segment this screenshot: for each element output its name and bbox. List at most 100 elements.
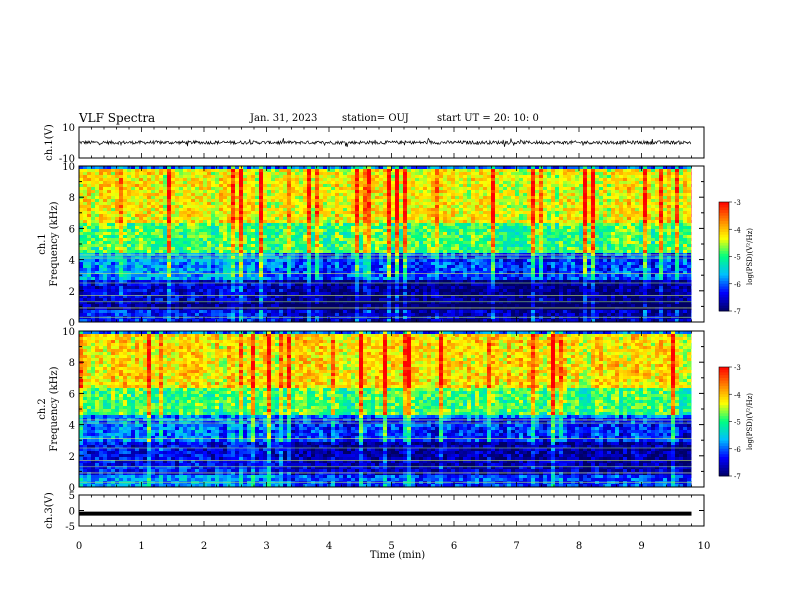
spectrogram-cell (111, 196, 116, 200)
spectrogram-cell (351, 262, 356, 266)
spectrogram-cell (287, 190, 292, 194)
spectrogram-cell (187, 172, 192, 176)
spectrogram-cell (151, 280, 156, 284)
spectrogram-cell (255, 295, 260, 299)
spectrogram-cell (183, 304, 188, 308)
spectrogram-cell (107, 304, 112, 308)
spectrogram-cell (223, 277, 228, 281)
spectrogram-cell (227, 307, 232, 311)
spectrogram-cell (191, 223, 196, 227)
spectrogram-cell (111, 169, 116, 173)
spectrogram-cell (427, 283, 432, 287)
spectrogram-cell (339, 205, 344, 209)
spectrogram-cell (171, 187, 176, 191)
spectrogram-cell (139, 262, 144, 266)
spectrogram-cell (351, 187, 356, 191)
spectrogram-cell (251, 172, 256, 176)
spectrogram-cell (367, 193, 372, 197)
spectrogram-cell (307, 319, 312, 323)
spectrogram-cell (199, 301, 204, 305)
spectrogram-cell (403, 289, 408, 293)
spectrogram-cell (411, 208, 416, 212)
spectrogram-cell (191, 202, 196, 206)
spectrogram-cell (187, 274, 192, 278)
spectrogram-cell (299, 259, 304, 263)
spectrogram-cell (295, 199, 300, 203)
spectrogram-cell (95, 268, 100, 272)
spectrogram-cell (267, 238, 272, 242)
spectrogram-cell (203, 178, 208, 182)
spectrogram-cell (147, 292, 152, 296)
spectrogram-cell (271, 289, 276, 293)
spectrogram-cell (275, 166, 280, 170)
spectrogram-cell (251, 286, 256, 290)
spectrogram-cell (439, 280, 444, 284)
spectrogram-cell (339, 301, 344, 305)
spectrogram-cell (323, 274, 328, 278)
spectrogram-cell (171, 211, 176, 215)
spectrogram-cell (331, 193, 336, 197)
spectrogram-cell (179, 220, 184, 224)
spectrogram-cell (351, 208, 356, 212)
spectrogram-cell (315, 175, 320, 179)
spectrogram-cell (159, 226, 164, 230)
spectrogram-cell (207, 190, 212, 194)
spectrogram-cell (375, 241, 380, 245)
spectrogram-cell (111, 262, 116, 266)
spectrogram-cell (275, 208, 280, 212)
spectrogram-cell (79, 166, 84, 170)
spectrogram-cell (447, 310, 452, 314)
spectrogram-cell (295, 166, 300, 170)
spectrogram-cell (207, 193, 212, 197)
spectrogram-cell (195, 238, 200, 242)
spectrogram-cell (451, 205, 456, 209)
spectrogram-cell (431, 169, 436, 173)
spectrogram-cell (307, 169, 312, 173)
spectrogram-cell (107, 244, 112, 248)
spectrogram-cell (391, 223, 396, 227)
spectrogram-cell (255, 247, 260, 251)
spectrogram-cell (243, 187, 248, 191)
spectrogram-cell (167, 184, 172, 188)
spectrogram-cell (375, 217, 380, 221)
spectrogram-cell (347, 262, 352, 266)
spectrogram-cell (215, 259, 220, 263)
spectrogram-cell (99, 250, 104, 254)
spectrogram-cell (383, 265, 388, 269)
spectrogram-cell (191, 247, 196, 251)
spectrogram-cell (347, 175, 352, 179)
spectrogram-cell (83, 205, 88, 209)
spectrogram-cell (395, 211, 400, 215)
spectrogram-cell (127, 274, 132, 278)
spectrogram-cell (179, 205, 184, 209)
spectrogram-cell (371, 274, 376, 278)
spectrogram-cell (263, 175, 268, 179)
spectrogram-cell (155, 265, 160, 269)
spectrogram-cell (139, 295, 144, 299)
spectrogram-cell (191, 304, 196, 308)
spectrogram-cell (251, 274, 256, 278)
spectrogram-cell (107, 247, 112, 251)
spectrogram-cell (223, 199, 228, 203)
spectrogram-cell (271, 274, 276, 278)
spectrogram-cell (287, 274, 292, 278)
spectrogram-cell (443, 166, 448, 170)
spectrogram-cell (203, 190, 208, 194)
spectrogram-cell (395, 301, 400, 305)
spectrogram-cell (195, 259, 200, 263)
spectrogram-cell (143, 214, 148, 218)
spectrogram-cell (259, 214, 264, 218)
spectrogram-cell (171, 259, 176, 263)
spectrogram-cell (111, 307, 116, 311)
spectrogram-cell (371, 286, 376, 290)
spectrogram-cell (79, 292, 84, 296)
spectrogram-cell (87, 307, 92, 311)
spectrogram-cell (199, 262, 204, 266)
spectrogram-cell (111, 193, 116, 197)
spectrogram-cell (391, 199, 396, 203)
spectrogram-cell (243, 295, 248, 299)
spectrogram-cell (103, 295, 108, 299)
spectrogram-cell (87, 199, 92, 203)
spectrogram-cell (311, 304, 316, 308)
spectrogram-cell (235, 244, 240, 248)
